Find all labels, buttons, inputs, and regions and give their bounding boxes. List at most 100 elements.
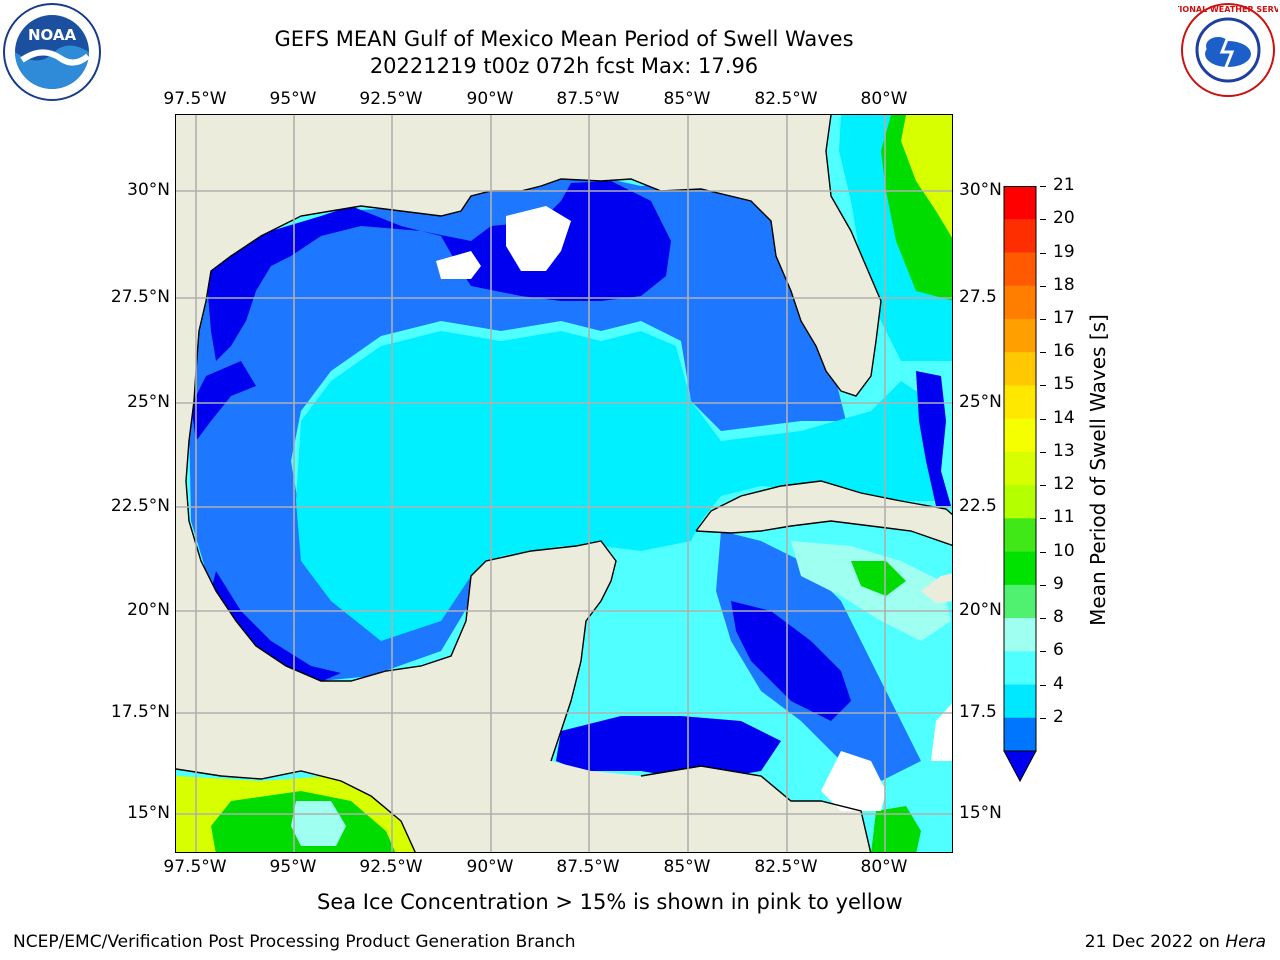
colorbar-segment (1004, 451, 1036, 486)
lat-tick-left: 30°N (127, 180, 170, 200)
lon-tick-bottom: 80°W (860, 857, 908, 877)
footer-machine: Hera (1225, 932, 1266, 952)
lat-tick-right: 20°N (959, 600, 1002, 620)
lat-tick-right: 15°N (959, 803, 1002, 823)
colorbar-tick-mark (1040, 318, 1046, 320)
colorbar-segment (1004, 186, 1036, 220)
map-svg (176, 115, 952, 852)
noaa-logo: NOAA (2, 2, 102, 102)
colorbar-outline (1003, 186, 1037, 752)
land-north-america (176, 115, 881, 852)
lon-tick-top: 82.5°W (754, 89, 818, 109)
pacific-pale-zone (291, 801, 346, 846)
colorbar-tick-label: 19 (1053, 241, 1075, 262)
colorbar-tick-mark (1040, 219, 1046, 221)
colorbar-tick-mark (1040, 618, 1046, 620)
lon-tick-top: 95°W (269, 89, 317, 109)
atlantic-yellow-zone (901, 115, 952, 238)
noaa-logo-text: NOAA (28, 26, 77, 44)
colorbar-tick-mark (1040, 584, 1046, 586)
lat-tick-left: 27.5°N (110, 287, 170, 307)
chart-title: GEFS MEAN Gulf of Mexico Mean Period of … (274, 27, 854, 51)
colorbar-tick-mark (1040, 518, 1046, 520)
colorbar-tick-mark (1040, 651, 1046, 653)
lon-tick-bottom: 95°W (269, 857, 317, 877)
colorbar-tick-label: 14 (1053, 407, 1075, 428)
lat-tick-right: 27.5 (959, 287, 997, 307)
lon-tick-top: 85°W (663, 89, 711, 109)
colorbar-segment (1004, 318, 1036, 353)
missing-data-patch (436, 251, 481, 279)
missing-data-patch (931, 703, 952, 761)
lon-tick-bottom: 87.5°W (556, 857, 620, 877)
colorbar-tick-mark (1040, 451, 1046, 453)
colorbar-tick-label: 13 (1053, 440, 1075, 461)
lon-tick-bottom: 82.5°W (754, 857, 818, 877)
lon-tick-bottom: 92.5°W (359, 857, 423, 877)
land-central-america (641, 766, 871, 852)
colorbar-segment (1004, 717, 1036, 752)
deep-blue-zone-west (191, 361, 256, 441)
map-panel (175, 114, 953, 853)
colorbar-tick-mark (1040, 352, 1046, 354)
cyan-swell-zone (296, 331, 941, 641)
colorbar-tick-mark (1040, 684, 1046, 686)
coastline (185, 115, 882, 762)
colorbar-tick-mark (1040, 252, 1046, 254)
lon-tick-top: 97.5°W (163, 89, 227, 109)
colorbar-segment (1004, 219, 1036, 253)
footer-date: 21 Dec 2022 on Hera (1085, 932, 1266, 952)
colorbar-tick-mark (1040, 717, 1046, 719)
colorbar-tick-mark (1040, 186, 1046, 187)
colorbar-tick-mark (1040, 485, 1046, 487)
lat-tick-left: 20°N (127, 600, 170, 620)
caribbean-deep-blue-zone (731, 601, 851, 721)
nws-logo-text: NATIONAL WEATHER SERVICE (1178, 5, 1278, 14)
colorbar-segment (1004, 418, 1036, 453)
colorbar-tick-label: 4 (1053, 673, 1064, 694)
colorbar-tick-label: 15 (1053, 374, 1075, 395)
lon-tick-bottom: 90°W (466, 857, 514, 877)
lon-tick-bottom: 97.5°W (163, 857, 227, 877)
map-gridlines (176, 115, 952, 852)
florida-straits-swell (916, 371, 951, 506)
colorbar-tick-mark (1040, 418, 1046, 420)
colorbar-svg (1003, 186, 1037, 783)
lat-tick-right: 25°N (959, 392, 1002, 412)
colorbar-tick-label: 6 (1053, 640, 1064, 661)
lon-tick-top: 80°W (860, 89, 908, 109)
coastline-central-america (176, 765, 872, 852)
nws-logo: NATIONAL WEATHER SERVICE (1162, 2, 1280, 98)
colorbar-tick-label: 10 (1053, 540, 1075, 561)
lon-tick-top: 87.5°W (556, 89, 620, 109)
lon-tick-top: 90°W (466, 89, 514, 109)
colorbar-tick-label: 21 (1053, 175, 1075, 195)
colorbar-tick-label: 12 (1053, 474, 1075, 495)
lon-tick-bottom: 85°W (663, 857, 711, 877)
land-cuba (696, 481, 952, 546)
colorbar-segment (1004, 551, 1036, 586)
colorbar-tick-mark (1040, 551, 1046, 553)
colorbar-tick-label: 20 (1053, 208, 1075, 229)
colorbar-tick-label: 2 (1053, 706, 1064, 727)
colorbar-tick-label: 8 (1053, 607, 1064, 628)
colorbar-label: Mean Period of Swell Waves [s] (1086, 314, 1110, 626)
lat-tick-left: 22.5°N (110, 496, 170, 516)
colorbar-segment (1004, 651, 1036, 686)
lat-tick-left: 15°N (127, 803, 170, 823)
lat-tick-left: 25°N (127, 392, 170, 412)
lon-tick-top: 92.5°W (359, 89, 423, 109)
colorbar-segment (1004, 252, 1036, 287)
colorbar-tick-label: 11 (1053, 507, 1075, 528)
caribbean-deep-blue-south (556, 716, 781, 781)
footer-date-text: 21 Dec 2022 on (1084, 932, 1226, 952)
colorbar-tick-label: 9 (1053, 573, 1064, 594)
caribbean-east-green (871, 806, 921, 852)
colorbar (1000, 186, 1040, 786)
colorbar-under-arrow (1003, 750, 1037, 783)
lat-tick-right: 17.5 (959, 702, 997, 722)
colorbar-segment (1004, 584, 1036, 619)
sea-ice-note: Sea Ice Concentration > 15% is shown in … (317, 890, 903, 914)
colorbar-tick-mark (1040, 285, 1046, 287)
colorbar-tick-label: 17 (1053, 307, 1075, 328)
